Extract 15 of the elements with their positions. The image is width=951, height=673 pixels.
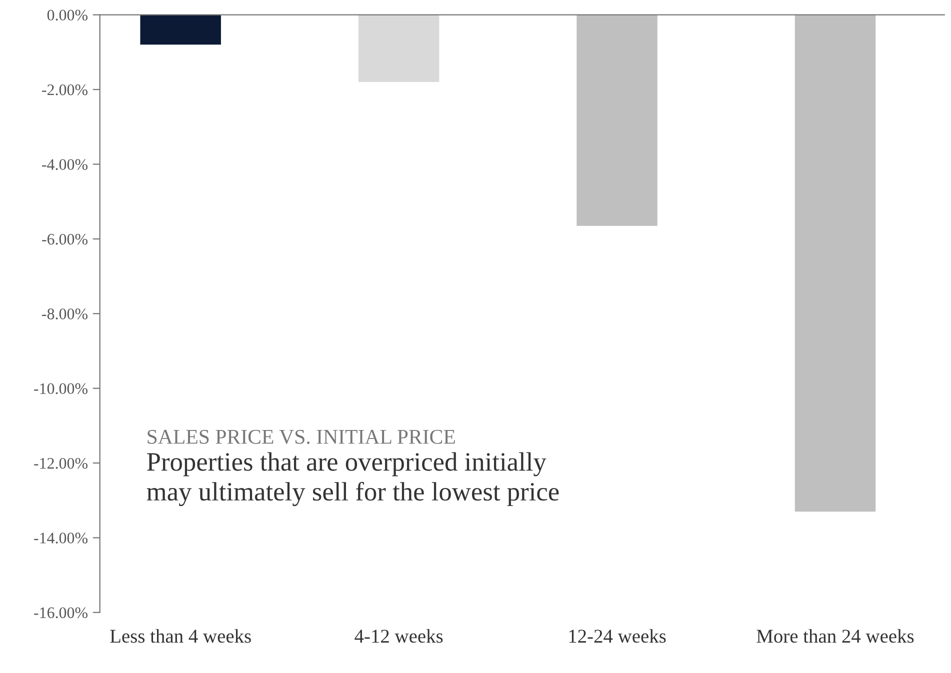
- y-tick-label: -12.00%: [34, 458, 88, 469]
- text: Properties that are overpriced initially may ultimately sell for the lowest price: [146, 452, 559, 506]
- y-tick-label: -10.00%: [34, 383, 88, 394]
- y-tick-label: -8.00%: [42, 308, 88, 320]
- y-tick-label: -14.00%: [34, 532, 88, 544]
- y-tick-label: -16.00%: [34, 607, 88, 618]
- y-tick-label: -2.00%: [42, 84, 88, 96]
- y-tick-label: -4.00%: [42, 159, 88, 170]
- x-tick-label: More than 24 weeks: [756, 629, 914, 643]
- x-tick-label: Less than 4 weeks: [110, 629, 251, 643]
- text: SALES PRICE VS. INITIAL PRICE: [148, 430, 455, 444]
- x-tick-label: 12-24 weeks: [569, 629, 666, 643]
- x-tick-label: 4-12 weeks: [354, 629, 443, 643]
- y-tick-label: -6.00%: [42, 234, 88, 245]
- y-tick-label: 0.00%: [47, 10, 88, 21]
